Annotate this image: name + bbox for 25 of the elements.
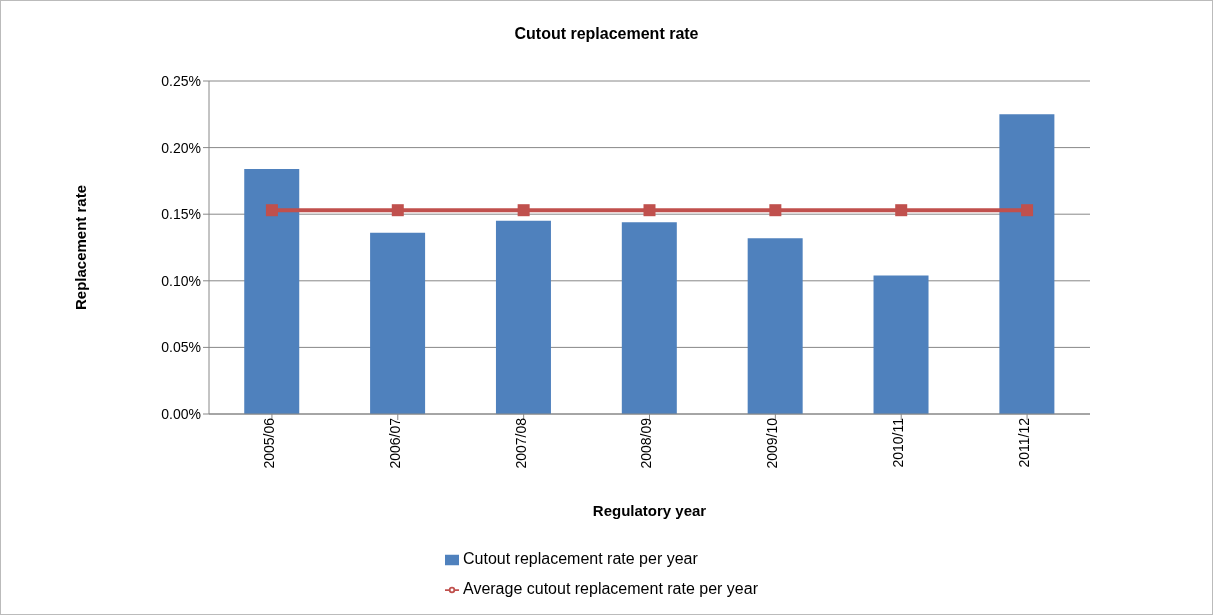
y-tick-label: 0.00% bbox=[161, 405, 201, 422]
y-axis-title: Replacement rate bbox=[72, 184, 90, 311]
x-tick-label: 2007/08 bbox=[512, 417, 529, 469]
legend-label: Average cutout replacement rate per year bbox=[463, 580, 758, 597]
bar bbox=[999, 114, 1055, 414]
x-tick-label: 2008/09 bbox=[638, 417, 655, 469]
x-tick-label: 2011/12 bbox=[1016, 417, 1033, 468]
y-tick-label: 0.20% bbox=[161, 139, 201, 156]
bar bbox=[747, 238, 803, 414]
bar bbox=[495, 220, 551, 414]
x-axis-title: Regulatory year bbox=[592, 502, 707, 519]
x-tick-label: 2009/10 bbox=[764, 417, 781, 469]
bar bbox=[873, 275, 929, 414]
y-tick-label: 0.10% bbox=[161, 272, 201, 289]
y-tick-label: 0.15% bbox=[161, 206, 201, 223]
y-tick-label: 0.25% bbox=[161, 72, 201, 89]
x-tick-label: 2005/06 bbox=[260, 417, 277, 469]
bar bbox=[621, 222, 677, 414]
y-tick-label: 0.05% bbox=[161, 339, 201, 356]
chart-title: Cutout replacement rate bbox=[513, 25, 700, 43]
x-tick-label: 2006/07 bbox=[386, 417, 403, 469]
bar bbox=[370, 232, 426, 414]
x-tick-label: 2010/11 bbox=[890, 417, 907, 468]
bar bbox=[244, 168, 300, 414]
legend-label: Cutout replacement rate per year bbox=[463, 550, 698, 567]
